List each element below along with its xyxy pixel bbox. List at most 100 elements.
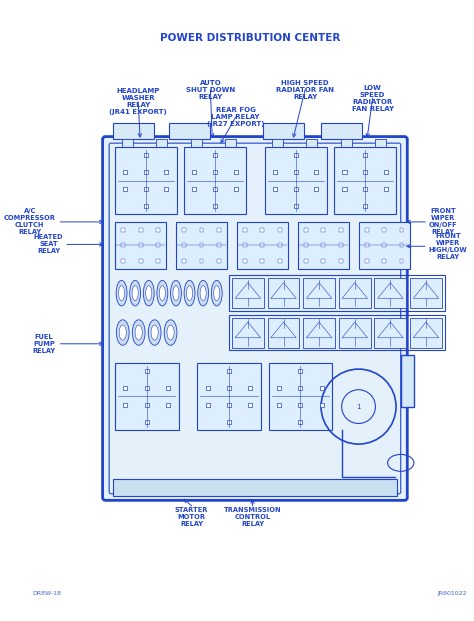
Bar: [268, 278, 300, 308]
Bar: [383, 259, 386, 263]
Bar: [383, 243, 386, 247]
Bar: [342, 187, 346, 191]
Bar: [294, 187, 298, 191]
Bar: [339, 278, 371, 308]
Bar: [191, 139, 202, 147]
Bar: [123, 170, 127, 175]
Bar: [113, 479, 397, 496]
Ellipse shape: [198, 281, 209, 306]
Bar: [121, 259, 125, 263]
Bar: [303, 317, 335, 348]
Bar: [184, 147, 246, 214]
Bar: [243, 243, 247, 247]
Ellipse shape: [214, 286, 220, 301]
Bar: [383, 187, 388, 191]
Bar: [374, 317, 406, 348]
Bar: [121, 243, 125, 247]
Bar: [138, 259, 143, 263]
Bar: [363, 170, 367, 175]
Bar: [213, 204, 217, 208]
Bar: [237, 222, 288, 269]
Bar: [206, 386, 210, 390]
Bar: [232, 317, 264, 348]
Bar: [273, 170, 277, 175]
Text: JR601022: JR601022: [438, 591, 467, 596]
Bar: [277, 402, 281, 407]
Bar: [410, 278, 442, 308]
Bar: [400, 259, 403, 263]
Bar: [306, 139, 317, 147]
Bar: [401, 355, 414, 407]
Bar: [232, 278, 264, 308]
Text: POWER DISTRIBUTION CENTER: POWER DISTRIBUTION CENTER: [160, 32, 340, 42]
Bar: [213, 187, 217, 191]
Bar: [197, 363, 261, 430]
Bar: [115, 222, 166, 269]
Ellipse shape: [173, 286, 179, 301]
Bar: [339, 317, 371, 348]
Bar: [182, 259, 186, 263]
Bar: [383, 170, 388, 175]
Bar: [338, 228, 343, 232]
Ellipse shape: [164, 320, 177, 345]
Bar: [113, 122, 154, 139]
Bar: [227, 402, 231, 407]
Bar: [192, 187, 197, 191]
Bar: [182, 243, 186, 247]
Bar: [166, 386, 170, 390]
Ellipse shape: [211, 281, 222, 306]
Bar: [229, 275, 445, 311]
Text: LOW
SPEED
RADIATOR
FAN RELAY: LOW SPEED RADIATOR FAN RELAY: [352, 84, 393, 112]
Bar: [156, 243, 160, 247]
Bar: [145, 402, 149, 407]
Bar: [304, 243, 308, 247]
Bar: [278, 228, 282, 232]
Bar: [145, 386, 149, 390]
Text: 1: 1: [356, 404, 361, 410]
Bar: [298, 222, 349, 269]
Ellipse shape: [200, 286, 206, 301]
Bar: [115, 363, 179, 430]
Bar: [248, 402, 253, 407]
Bar: [269, 363, 332, 430]
Ellipse shape: [171, 281, 182, 306]
Bar: [400, 228, 403, 232]
Bar: [144, 170, 148, 175]
Bar: [342, 170, 346, 175]
Bar: [123, 187, 127, 191]
Text: DR8W-18: DR8W-18: [32, 591, 61, 596]
Text: REAR FOG
LAMP RELAY
(JR27 EXPORT): REAR FOG LAMP RELAY (JR27 EXPORT): [207, 107, 264, 127]
Bar: [138, 228, 143, 232]
Bar: [294, 153, 298, 157]
Bar: [234, 187, 238, 191]
Bar: [358, 222, 410, 269]
Bar: [304, 259, 308, 263]
Bar: [243, 228, 247, 232]
Bar: [304, 228, 308, 232]
Ellipse shape: [186, 286, 192, 301]
Bar: [338, 259, 343, 263]
Bar: [123, 386, 128, 390]
Ellipse shape: [151, 325, 158, 340]
Bar: [365, 243, 369, 247]
Bar: [278, 259, 282, 263]
Bar: [121, 139, 133, 147]
Bar: [321, 228, 325, 232]
Bar: [225, 139, 236, 147]
Bar: [206, 402, 210, 407]
Ellipse shape: [157, 281, 168, 306]
Bar: [314, 170, 319, 175]
Bar: [294, 170, 298, 175]
Bar: [144, 204, 148, 208]
Bar: [299, 386, 302, 390]
Bar: [261, 228, 264, 232]
Text: FRONT
WIPER
ON/OFF
RELAY: FRONT WIPER ON/OFF RELAY: [429, 209, 457, 235]
Ellipse shape: [143, 281, 154, 306]
Bar: [200, 228, 203, 232]
Bar: [365, 259, 369, 263]
Ellipse shape: [135, 325, 142, 340]
Bar: [217, 243, 220, 247]
Bar: [374, 278, 406, 308]
Bar: [248, 386, 253, 390]
Bar: [261, 259, 264, 263]
